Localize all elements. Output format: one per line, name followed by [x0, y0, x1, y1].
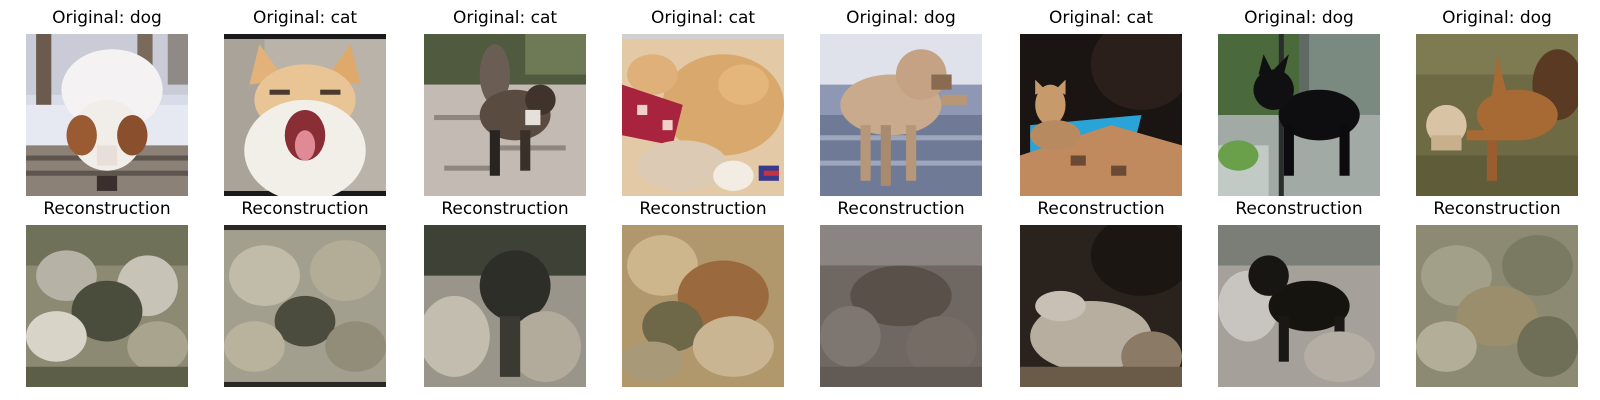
- panel-title: Original: dog: [52, 8, 162, 28]
- panel-title: Original: cat: [650, 8, 756, 28]
- dog-in-snow-image: [26, 34, 188, 196]
- cat-on-rock-image: [1020, 34, 1182, 196]
- panel-title: Reconstruction: [1037, 199, 1165, 219]
- panel-title: Original: dog: [1442, 8, 1552, 28]
- reconstruction-image: [1218, 225, 1380, 387]
- cat-walking-image: [424, 34, 586, 196]
- cat-yawning-image: [224, 34, 386, 196]
- reconstruction-image: [820, 225, 982, 387]
- cat-on-blanket-image: [622, 34, 784, 196]
- reconstruction-image: [622, 225, 784, 387]
- reconstruction-image: [1020, 225, 1182, 387]
- reconstruction-image: [224, 225, 386, 387]
- reconstruction-image: [424, 225, 586, 387]
- panel-title: Reconstruction: [241, 199, 369, 219]
- panel-title: Original: dog: [1244, 8, 1354, 28]
- reconstruction-image: [1416, 225, 1578, 387]
- panel-title: Reconstruction: [1433, 199, 1561, 219]
- panel-title: Original: cat: [252, 8, 358, 28]
- panel-title: Reconstruction: [639, 199, 767, 219]
- panel-title: Reconstruction: [43, 199, 171, 219]
- panel-title: Original: dog: [846, 8, 956, 28]
- dogs-on-grass-image: [1416, 34, 1578, 196]
- black-dog-image: [1218, 34, 1380, 196]
- reconstruction-image: [26, 225, 188, 387]
- dog-on-beach-image: [820, 34, 982, 196]
- panel-title: Reconstruction: [441, 199, 569, 219]
- panel-title: Original: cat: [1048, 8, 1154, 28]
- panel-title: Reconstruction: [837, 199, 965, 219]
- panel-title: Reconstruction: [1235, 199, 1363, 219]
- panel-title: Original: cat: [452, 8, 558, 28]
